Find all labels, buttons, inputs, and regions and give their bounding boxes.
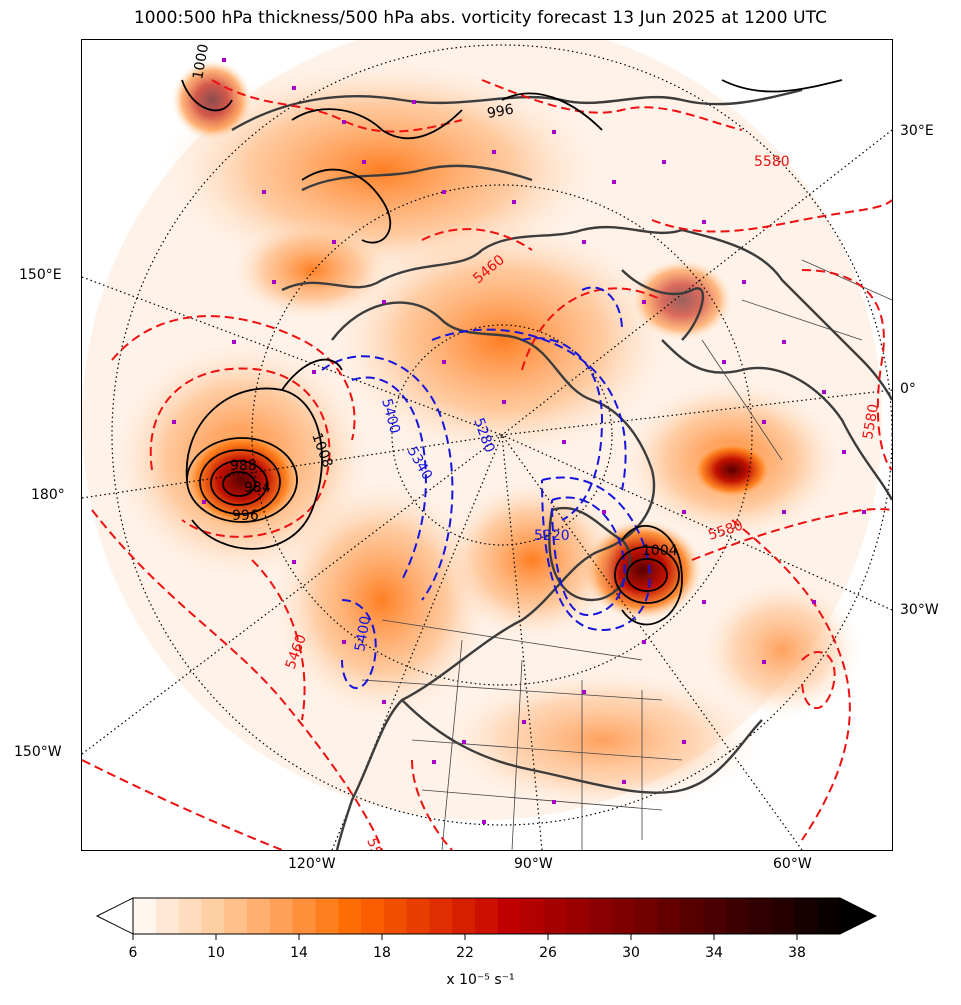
colorbar-cell [383,898,408,934]
lon-label-180: 180° [31,487,65,503]
colorbar-cell [292,898,317,934]
chart-title: 1000:500 hPa thickness/500 hPa abs. vort… [133,8,828,28]
map-panel[interactable]: 5580 5460 5520 5580 5460 5580 5340 5400 … [81,39,893,851]
colorbar-cell [566,898,590,934]
colorbar-cell [133,898,157,934]
lon-label-30w: 30°W [900,602,939,618]
colorbar-cell [178,898,203,934]
colorbar-cell [725,898,750,934]
colorbar-tick-label: 6 [128,945,138,961]
colorbar-tick-label: 22 [456,945,474,961]
lon-label-30e: 30°E [900,123,934,139]
map-canvas: 5580 5460 5520 5580 5460 5580 5340 5400 … [82,40,892,850]
mslp-label: 988 [230,458,257,474]
thickness-cold-label: 5220 [534,528,570,544]
colorbar-cell [361,898,385,934]
colorbar-cell [247,898,271,934]
mslp-label: 984 [244,480,271,496]
lon-label-90w: 90°W [514,856,553,872]
lon-label-0: 0° [900,381,916,397]
thickness-cold-label: 5400 [352,615,374,653]
colorbar-cell [429,898,453,934]
colorbar-cell [680,898,704,934]
colorbar-tick-label: 14 [290,945,308,961]
colorbar-tick-label: 30 [622,945,640,961]
colorbar-units: x 10⁻⁵ s⁻¹ [446,972,515,988]
colorbar-cell [634,898,659,934]
colorbar-tick-label: 34 [705,945,723,961]
mslp-label: 1004 [642,543,678,559]
vorticity-shading [82,40,882,820]
colorbar-cell [338,898,362,934]
colorbar-cell [452,898,476,934]
colorbar-cell [497,898,522,934]
colorbar-max-extend [839,897,878,935]
mslp-contours [181,79,843,626]
mslp-label: 996 [232,508,259,524]
thickness-warm-label: 5580 [754,154,790,170]
colorbar-tick-label: 26 [539,945,557,961]
colorbar-cell [771,898,795,934]
colorbar-cell [703,898,727,934]
colorbar-cell [315,898,339,934]
lon-label-150w: 150°W [14,744,62,760]
graticule [82,44,892,850]
colorbar-cell [611,898,636,934]
colorbar-cell [589,898,613,934]
colorbar-cell [155,898,180,934]
colorbar-cell [269,898,294,934]
thickness-cold-contours [321,286,651,690]
political-borders [361,259,892,850]
coastlines [231,88,892,850]
colorbar-cell [406,898,431,934]
thickness-warm-contours [82,79,892,850]
mslp-label: 996 [486,102,515,122]
colorbar-cell [224,898,248,934]
lon-label-150e: 150°E [19,267,62,283]
colorbar-tick-label: 18 [373,945,391,961]
colorbar-cell [794,898,818,934]
colorbar-tick-label: 10 [207,945,225,961]
colorbar-cell [201,898,225,934]
lon-label-120w: 120°W [288,856,336,872]
station-markers [172,58,866,824]
lon-label-60w: 60°W [773,856,812,872]
colorbar-cell [748,898,773,934]
colorbar-cell [543,898,567,934]
colorbar-tick-label: 38 [788,945,806,961]
thickness-warm-label: 5520 [363,836,390,850]
colorbar-cell [817,898,841,934]
colorbar-cell [520,898,545,934]
mslp-label: 1000 [190,43,212,81]
colorbar-outline [132,897,841,935]
thickness-warm-label: 5580 [860,403,882,441]
colorbar-cell [657,898,681,934]
colorbar-cell [475,898,499,934]
colorbar-min-extend [95,897,134,935]
